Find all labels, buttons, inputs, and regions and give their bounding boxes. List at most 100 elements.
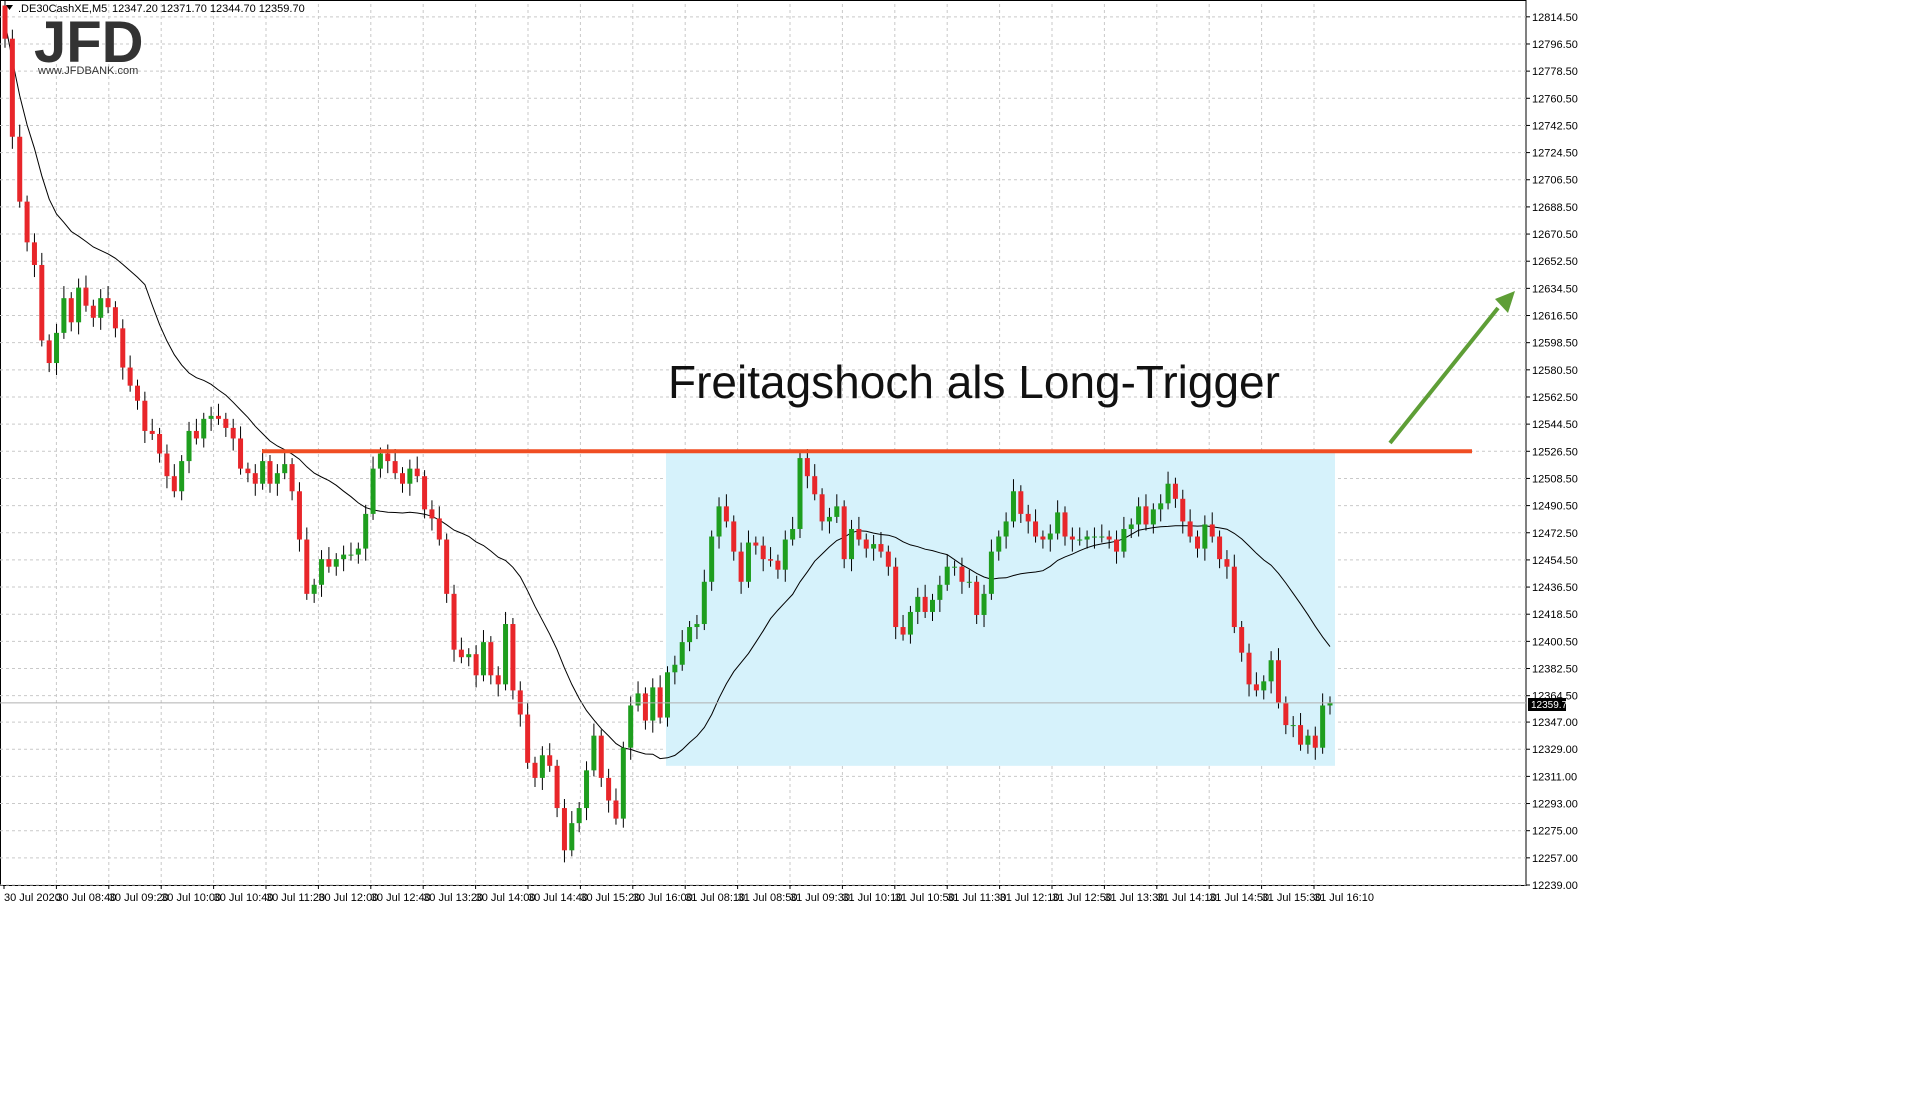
candle-body (510, 624, 516, 691)
last-price-value: 12359.70 (1531, 700, 1573, 711)
y-tick-label: 12814.50 (1532, 12, 1578, 24)
y-tick-label: 12634.50 (1532, 283, 1578, 295)
candle-body (576, 808, 582, 824)
candle-body (930, 599, 935, 612)
candle-body (407, 468, 413, 484)
candle-body (230, 427, 236, 439)
candle-body (1290, 725, 1296, 727)
candle-body (687, 627, 693, 643)
candle-body (31, 242, 37, 265)
candle-body (561, 808, 567, 851)
chart-header: .DE30CashXE,M5 12347.20 12371.70 12344.7… (6, 3, 305, 15)
candle-body (304, 539, 310, 594)
y-tick-label: 12275.00 (1532, 826, 1578, 838)
candle-body (429, 509, 435, 519)
candle-body (267, 461, 273, 484)
y-tick-label: 12382.50 (1532, 664, 1578, 676)
candle-body (1180, 498, 1186, 522)
y-tick-label: 12472.50 (1532, 528, 1578, 540)
candle-body (127, 367, 133, 386)
candle-body (503, 624, 509, 685)
candle-body (112, 307, 118, 329)
y-tick-label: 12796.50 (1532, 39, 1578, 51)
x-tick-label: 30 Jul 11:20 (266, 892, 325, 904)
x-tick-label: 31 Jul 08:10 (685, 892, 745, 904)
candle-body (171, 476, 177, 492)
candle-body (952, 566, 958, 568)
candle-body (193, 430, 199, 439)
y-tick-label: 12778.50 (1532, 66, 1578, 78)
candle-body (944, 566, 950, 585)
candle-body (1217, 536, 1223, 560)
y-tick-label: 12454.50 (1532, 555, 1578, 567)
candle-body (9, 38, 15, 137)
candle-body (1077, 539, 1083, 541)
logo-text: JFD (34, 10, 144, 75)
candle-body (473, 654, 479, 676)
candle-body (157, 433, 163, 454)
candle-body (1187, 521, 1193, 537)
candle-body (981, 593, 987, 615)
trend-arrow-head-icon (1495, 291, 1515, 313)
y-tick-label: 12400.50 (1532, 636, 1578, 648)
candle-body (1224, 559, 1230, 567)
dropdown-triangle-icon[interactable] (6, 5, 13, 10)
candle-body (495, 675, 501, 685)
candle-body (355, 548, 361, 555)
candle-body (768, 559, 774, 561)
candle-body (274, 473, 280, 484)
candle-body (1261, 681, 1267, 691)
candle-body (223, 418, 229, 428)
range-zone-rect (666, 451, 1335, 766)
y-tick-label: 12724.50 (1532, 148, 1578, 160)
candle-body (2, 5, 8, 39)
candle-body (988, 551, 994, 594)
candle-body (937, 584, 943, 600)
candle-body (672, 664, 678, 673)
y-tick-label: 12436.50 (1532, 582, 1578, 594)
y-tick-label: 12760.50 (1532, 93, 1578, 105)
candle-body (745, 542, 751, 582)
candle-body (922, 596, 928, 612)
candle-body (208, 415, 214, 419)
candle-body (893, 566, 899, 628)
candle-body (591, 735, 597, 771)
trend-arrow-shaft (1388, 306, 1500, 445)
candle-body (61, 298, 67, 333)
candle-body (186, 430, 192, 462)
x-tick-label: 31 Jul 10:10 (842, 892, 902, 904)
price-axis: 12814.50 12796.50 12778.50 12760.50 12742.50… (1526, 12, 1578, 892)
candle-body (665, 672, 670, 718)
candle-body (1025, 513, 1031, 522)
x-tick-label: 31 Jul 12:10 (1000, 892, 1060, 904)
candle-body (635, 693, 641, 706)
candle-body (480, 642, 486, 676)
candle-body (1150, 509, 1156, 525)
y-tick-label: 12329.00 (1532, 744, 1578, 756)
candle-body (1246, 652, 1252, 685)
x-tick-label: 31 Jul 13:30 (1104, 892, 1164, 904)
candle-body (1158, 503, 1164, 510)
candle-body (296, 491, 302, 540)
x-tick-label: 30 Jul 10:40 (214, 892, 274, 904)
candle-body (532, 762, 538, 778)
candle-body (782, 539, 788, 570)
candle-body (753, 542, 759, 546)
candle-body (90, 305, 96, 318)
candle-body (238, 438, 244, 469)
candle-body (326, 559, 332, 567)
candle-body (1010, 491, 1016, 522)
candle-body (458, 649, 464, 658)
candle-body (554, 765, 560, 809)
candle-body (826, 516, 832, 522)
candle-body (245, 468, 251, 474)
candle-body (1121, 528, 1127, 552)
candle-body (311, 584, 317, 594)
candle-body (348, 554, 354, 556)
candle-body (1239, 627, 1245, 653)
candle-body (17, 136, 23, 202)
candle-body (907, 611, 913, 635)
candle-body (105, 298, 111, 308)
candle-body (1165, 483, 1171, 504)
